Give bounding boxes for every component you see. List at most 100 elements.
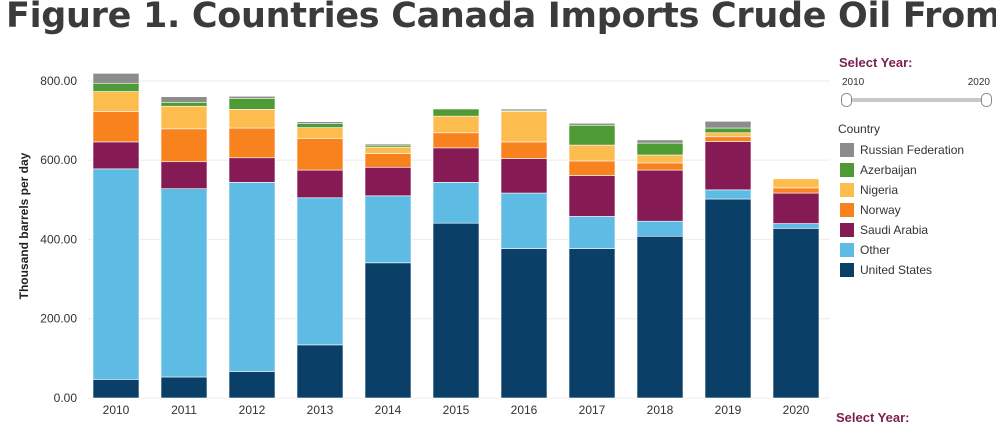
bar-segment-other[interactable] [228,182,276,372]
bar-segment-azerbaijan[interactable] [296,123,344,128]
bar-segment-azerbaijan[interactable] [160,101,208,107]
bar-segment-other[interactable] [432,182,480,224]
bar-segment-united-states[interactable] [160,376,208,399]
bar-segment-norway[interactable] [432,132,480,149]
bar-segment-russian-federation[interactable] [500,108,548,111]
bar-segment-nigeria[interactable] [772,178,820,189]
bar-segment-nigeria[interactable] [160,105,208,130]
bar-segment-nigeria[interactable] [296,127,344,139]
bar-stack-2015[interactable] [432,108,480,399]
bar-segment-saudi-arabia[interactable] [636,169,684,222]
bar-segment-russian-federation[interactable] [704,120,752,129]
bar-stack-2014[interactable] [364,143,412,399]
y-tick-label: 800.00 [40,74,77,88]
year-range-slider-track[interactable] [846,98,986,102]
bar-segment-nigeria[interactable] [500,111,548,143]
bar-segment-azerbaijan[interactable] [228,98,276,110]
bar-segment-saudi-arabia[interactable] [704,141,752,191]
bar-segment-united-states[interactable] [364,262,412,399]
bar-segment-nigeria[interactable] [228,109,276,129]
bar-segment-other[interactable] [568,216,616,249]
legend-item[interactable]: Saudi Arabia [840,220,964,240]
year-range-min-handle[interactable] [841,93,852,107]
bar-segment-nigeria[interactable] [636,154,684,164]
bar-segment-russian-federation[interactable] [228,96,276,99]
legend-item[interactable]: Russian Federation [840,140,964,160]
bar-stack-2010[interactable] [92,73,140,399]
bar-segment-norway[interactable] [160,128,208,163]
bar-segment-norway[interactable] [772,187,820,194]
legend-item[interactable]: Other [840,240,964,260]
bar-segment-russian-federation[interactable] [364,143,412,146]
bar-segment-nigeria[interactable] [364,146,412,154]
legend-item[interactable]: Azerbaijan [840,160,964,180]
bar-segment-norway[interactable] [704,136,752,142]
bar-segment-nigeria[interactable] [92,91,140,112]
bar-segment-united-states[interactable] [568,248,616,399]
bar-segment-norway[interactable] [296,138,344,171]
bar-stack-2011[interactable] [160,96,208,399]
bar-segment-other[interactable] [92,168,140,380]
bar-segment-russian-federation[interactable] [92,73,140,84]
bar-segment-other[interactable] [160,188,208,378]
bar-stack-2016[interactable] [500,108,548,399]
bar-segment-russian-federation[interactable] [568,122,616,126]
bar-segment-norway[interactable] [636,162,684,171]
bar-segment-norway[interactable] [500,141,548,159]
select-year-title-bottom: Select Year: [836,410,910,425]
bar-segment-other[interactable] [364,195,412,264]
bar-segment-united-states[interactable] [92,379,140,399]
bar-segment-united-states[interactable] [704,198,752,399]
legend-item[interactable]: Nigeria [840,180,964,200]
bar-segment-saudi-arabia[interactable] [568,175,616,217]
bar-stack-2020[interactable] [772,178,820,399]
bar-segment-russian-federation[interactable] [160,96,208,103]
bar-segment-saudi-arabia[interactable] [432,147,480,183]
bar-segment-norway[interactable] [364,153,412,168]
bar-stack-2017[interactable] [568,122,616,399]
x-axis: 2010 2011 2012 2013 2014 2015 2016 2017 2018 2019… [103,403,810,417]
bar-segment-nigeria[interactable] [568,144,616,162]
bar-segment-saudi-arabia[interactable] [364,166,412,197]
bar-segment-united-states[interactable] [772,228,820,399]
bar-stack-2013[interactable] [296,121,344,399]
bar-segment-other[interactable] [500,192,548,249]
bar-segment-azerbaijan[interactable] [636,142,684,156]
bar-segment-other[interactable] [772,223,820,229]
bar-segment-united-states[interactable] [500,248,548,399]
bar-segment-norway[interactable] [92,111,140,143]
bar-segment-united-states[interactable] [432,222,480,399]
bar-segment-azerbaijan[interactable] [568,124,616,146]
bar-segment-united-states[interactable] [296,344,344,399]
y-axis-title: Thousand barrels per day [17,152,31,299]
bar-segment-azerbaijan[interactable] [92,82,140,92]
bar-stack-2019[interactable] [704,120,752,399]
bar-segment-other[interactable] [704,189,752,200]
bar-segment-saudi-arabia[interactable] [500,158,548,194]
bar-stack-2018[interactable] [636,139,684,399]
bar-segment-saudi-arabia[interactable] [160,161,208,189]
bar-segment-azerbaijan[interactable] [704,127,752,134]
bar-segment-norway[interactable] [228,127,276,159]
bar-segment-russian-federation[interactable] [636,139,684,144]
bar-stack-2012[interactable] [228,96,276,399]
bar-segment-saudi-arabia[interactable] [92,141,140,170]
legend-item[interactable]: United States [840,260,964,280]
bar-segment-saudi-arabia[interactable] [772,192,820,224]
bar-segment-other[interactable] [636,220,684,237]
y-tick-label: 400.00 [40,232,77,246]
bar-segment-saudi-arabia[interactable] [296,169,344,199]
bar-segment-azerbaijan[interactable] [432,108,480,117]
bar-segment-other[interactable] [296,197,344,346]
bar-segment-united-states[interactable] [636,235,684,399]
legend-item[interactable]: Norway [840,200,964,220]
x-tick-label: 2018 [647,403,674,417]
bar-segment-russian-federation[interactable] [296,121,344,124]
bar-segment-norway[interactable] [568,160,616,176]
bar-segment-united-states[interactable] [228,371,276,399]
bar-segment-nigeria[interactable] [704,132,752,138]
year-range-max-handle[interactable] [981,93,992,107]
bar-segment-nigeria[interactable] [432,115,480,134]
bar-segment-saudi-arabia[interactable] [228,157,276,183]
